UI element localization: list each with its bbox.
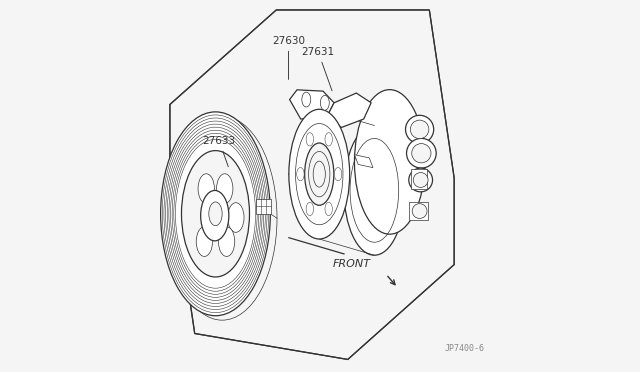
Ellipse shape xyxy=(412,203,427,218)
Ellipse shape xyxy=(182,151,250,277)
Polygon shape xyxy=(256,199,271,214)
Ellipse shape xyxy=(297,167,304,181)
Text: FRONT: FRONT xyxy=(333,259,371,269)
Ellipse shape xyxy=(218,227,235,256)
Ellipse shape xyxy=(196,227,212,256)
Ellipse shape xyxy=(302,92,311,107)
Ellipse shape xyxy=(413,173,428,187)
Ellipse shape xyxy=(209,202,222,226)
Ellipse shape xyxy=(410,120,429,139)
Ellipse shape xyxy=(161,112,270,316)
Ellipse shape xyxy=(355,90,425,234)
Ellipse shape xyxy=(334,167,342,181)
Text: 27633: 27633 xyxy=(203,136,236,167)
Ellipse shape xyxy=(198,174,214,203)
Polygon shape xyxy=(170,10,454,359)
Ellipse shape xyxy=(228,203,244,232)
Polygon shape xyxy=(355,155,373,168)
Ellipse shape xyxy=(412,144,431,163)
Text: 27631: 27631 xyxy=(301,47,335,91)
Ellipse shape xyxy=(321,95,329,110)
Ellipse shape xyxy=(305,143,334,205)
Text: 27630: 27630 xyxy=(272,36,305,80)
Text: JP7400-6: JP7400-6 xyxy=(445,344,485,353)
Ellipse shape xyxy=(306,202,314,216)
Ellipse shape xyxy=(201,190,229,241)
Polygon shape xyxy=(411,169,427,189)
Ellipse shape xyxy=(344,125,404,255)
Polygon shape xyxy=(290,90,334,119)
Ellipse shape xyxy=(325,133,332,146)
Ellipse shape xyxy=(406,138,436,168)
Ellipse shape xyxy=(325,202,332,216)
Ellipse shape xyxy=(216,174,233,203)
Polygon shape xyxy=(326,93,371,128)
Ellipse shape xyxy=(313,161,325,187)
Ellipse shape xyxy=(289,109,349,239)
Ellipse shape xyxy=(409,168,433,192)
Polygon shape xyxy=(409,202,428,220)
Ellipse shape xyxy=(306,133,314,146)
Ellipse shape xyxy=(406,115,434,144)
